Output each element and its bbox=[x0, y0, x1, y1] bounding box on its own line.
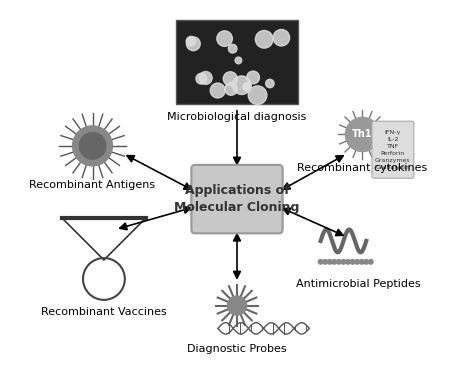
Circle shape bbox=[255, 31, 273, 48]
Circle shape bbox=[232, 76, 251, 95]
Text: Th1: Th1 bbox=[352, 129, 373, 139]
Text: Recombinant Vaccines: Recombinant Vaccines bbox=[41, 308, 167, 318]
Circle shape bbox=[248, 86, 267, 105]
Text: Antimicrobial Peptides: Antimicrobial Peptides bbox=[296, 279, 421, 289]
FancyArrowPatch shape bbox=[283, 156, 343, 189]
Circle shape bbox=[265, 79, 274, 88]
Circle shape bbox=[217, 31, 232, 46]
FancyArrowPatch shape bbox=[234, 111, 240, 164]
Circle shape bbox=[359, 260, 364, 264]
Circle shape bbox=[273, 29, 290, 46]
Circle shape bbox=[355, 260, 359, 264]
FancyArrowPatch shape bbox=[127, 155, 191, 189]
FancyArrowPatch shape bbox=[120, 206, 191, 230]
Text: Microbiological diagnosis: Microbiological diagnosis bbox=[167, 112, 307, 122]
Circle shape bbox=[346, 117, 380, 152]
Circle shape bbox=[244, 83, 251, 90]
Circle shape bbox=[369, 260, 373, 264]
Circle shape bbox=[186, 37, 200, 51]
FancyBboxPatch shape bbox=[191, 165, 283, 233]
Circle shape bbox=[228, 44, 237, 53]
Circle shape bbox=[196, 73, 207, 84]
Circle shape bbox=[332, 260, 337, 264]
Circle shape bbox=[235, 57, 242, 64]
Text: IFN-γ
IL-2
TNF
Perforin
Granzymes
Granulysin: IFN-γ IL-2 TNF Perforin Granzymes Granul… bbox=[375, 130, 410, 170]
FancyArrowPatch shape bbox=[283, 208, 343, 236]
Circle shape bbox=[243, 83, 251, 91]
FancyArrowPatch shape bbox=[234, 234, 240, 278]
Circle shape bbox=[186, 36, 196, 46]
Circle shape bbox=[328, 260, 332, 264]
FancyBboxPatch shape bbox=[176, 20, 298, 104]
Circle shape bbox=[319, 260, 323, 264]
Circle shape bbox=[228, 296, 246, 315]
Circle shape bbox=[341, 260, 346, 264]
Circle shape bbox=[246, 71, 259, 84]
Circle shape bbox=[346, 260, 350, 264]
Text: Applications of
Molecular Cloning: Applications of Molecular Cloning bbox=[174, 184, 300, 214]
Circle shape bbox=[364, 260, 369, 264]
Circle shape bbox=[350, 260, 355, 264]
Circle shape bbox=[323, 260, 328, 264]
FancyBboxPatch shape bbox=[372, 121, 414, 178]
Circle shape bbox=[210, 83, 225, 98]
Text: Recombinant Antigens: Recombinant Antigens bbox=[29, 180, 155, 190]
Circle shape bbox=[199, 72, 212, 84]
Circle shape bbox=[225, 83, 237, 95]
Circle shape bbox=[337, 260, 341, 264]
Text: Recombinant cytokines: Recombinant cytokines bbox=[297, 163, 428, 173]
Circle shape bbox=[79, 133, 106, 159]
Circle shape bbox=[223, 72, 237, 86]
Circle shape bbox=[73, 126, 112, 166]
Text: Diagnostic Probes: Diagnostic Probes bbox=[187, 344, 287, 354]
